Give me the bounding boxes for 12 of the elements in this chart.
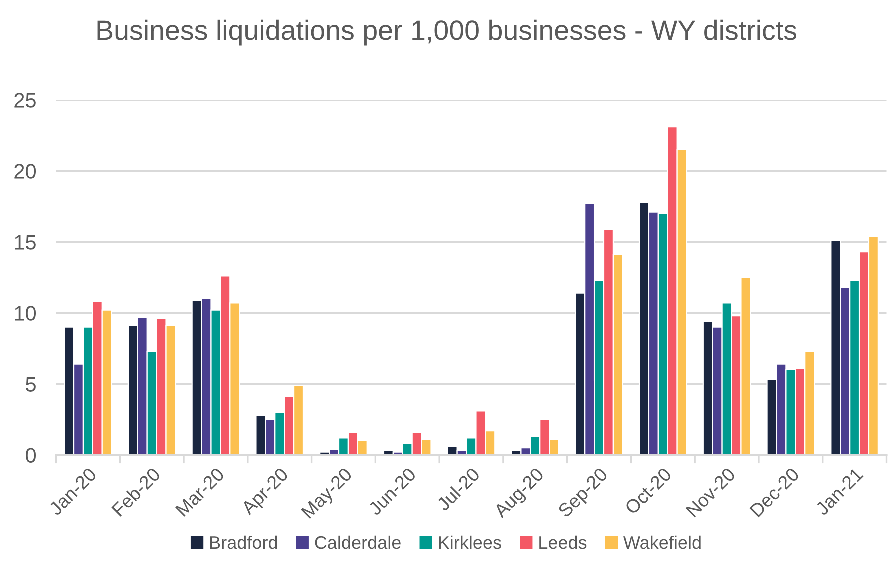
y-tick-label: 0 — [26, 448, 36, 463]
legend-label: Bradford — [210, 536, 278, 550]
legend-label: Calderdale — [315, 536, 401, 550]
legend-label: Wakefield — [624, 536, 701, 550]
chart-title: Business liquidations per 1,000 businesses - WY districts — [98, 20, 797, 46]
legend-label: Leeds — [540, 536, 587, 550]
y-tick-label: 20 — [14, 164, 36, 179]
y-tick-label: 15 — [15, 235, 36, 250]
y-tick-label: 25 — [14, 93, 36, 108]
y-tick-label: 5 — [26, 377, 36, 392]
legend-label: Kirklees — [439, 536, 502, 550]
y-tick-label: 10 — [15, 306, 36, 321]
